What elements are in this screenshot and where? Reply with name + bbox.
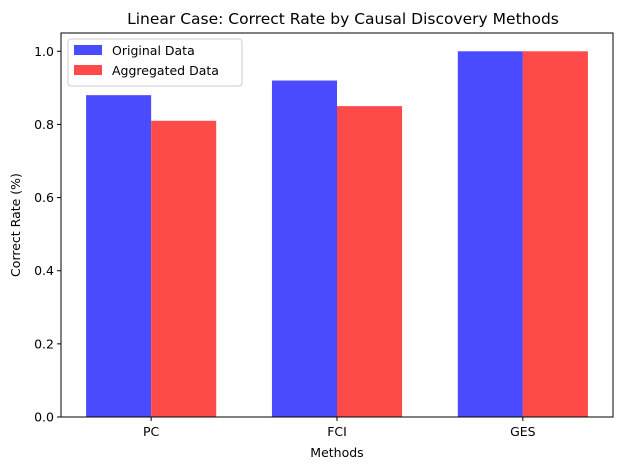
bar-pc-aggregated	[151, 120, 217, 418]
plot-frame	[60, 32, 614, 418]
y-tick-label: 0.6	[34, 190, 54, 205]
bar-ges-aggregated	[522, 51, 588, 418]
y-axis-label: Correct Rate (%)	[8, 173, 23, 277]
x-axis-ticks: PC FCI GES	[143, 417, 536, 439]
plot-area	[86, 51, 588, 418]
bar-ges-original	[457, 51, 523, 418]
chart-title: Linear Case: Correct Rate by Causal Disc…	[127, 10, 559, 28]
y-axis-ticks: 0.0 0.2 0.4 0.6 0.8 1.0	[34, 44, 61, 425]
bar-fci-aggregated	[337, 106, 403, 418]
bar-fci-original	[271, 80, 337, 418]
legend: Original Data Aggregated Data	[67, 38, 243, 87]
y-tick-label: 0.4	[34, 263, 54, 278]
y-tick-label: 0.8	[34, 117, 54, 132]
y-tick-label: 0.0	[34, 410, 54, 425]
y-tick-label: 1.0	[34, 44, 54, 59]
legend-label: Aggregated Data	[112, 63, 219, 78]
x-tick-label: PC	[143, 424, 160, 439]
x-tick-label: FCI	[327, 424, 347, 439]
x-tick-label: GES	[510, 424, 536, 439]
legend-swatch	[74, 65, 102, 75]
legend-label: Original Data	[112, 43, 195, 58]
legend-swatch	[74, 45, 102, 55]
x-axis-label: Methods	[310, 445, 363, 460]
y-tick-label: 0.2	[34, 336, 54, 351]
bar-pc-original	[86, 95, 152, 418]
legend-box	[67, 38, 243, 87]
